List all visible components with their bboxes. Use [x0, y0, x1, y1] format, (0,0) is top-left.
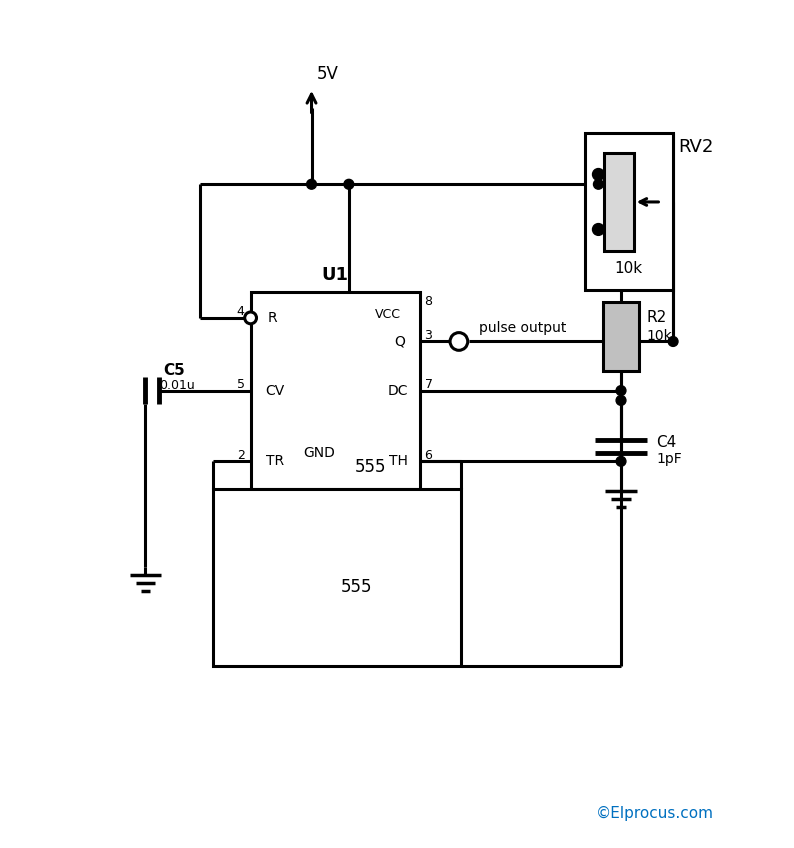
Text: TR: TR — [266, 455, 284, 468]
Text: ©Elprocus.com: ©Elprocus.com — [596, 806, 715, 821]
Bar — [214, 488, 461, 666]
Text: C4: C4 — [657, 435, 676, 450]
Text: R2: R2 — [646, 310, 667, 326]
Circle shape — [592, 169, 604, 181]
Text: 10k: 10k — [646, 328, 673, 343]
Text: CV: CV — [265, 383, 285, 398]
Text: TH: TH — [388, 455, 407, 468]
Text: VCC: VCC — [375, 309, 401, 321]
Bar — [604, 153, 634, 251]
Circle shape — [245, 312, 256, 324]
Text: GND: GND — [303, 447, 335, 460]
Text: 1: 1 — [327, 492, 335, 505]
Text: 7: 7 — [425, 378, 433, 391]
Text: 2: 2 — [237, 449, 245, 462]
Circle shape — [593, 180, 603, 189]
Text: R: R — [268, 311, 277, 325]
Circle shape — [669, 337, 678, 346]
Text: 10k: 10k — [615, 261, 643, 276]
Text: DC: DC — [387, 383, 408, 398]
Text: U1: U1 — [322, 265, 349, 284]
Text: 1pF: 1pF — [657, 452, 682, 466]
Bar — [251, 293, 419, 488]
Text: 0.01u: 0.01u — [160, 379, 195, 392]
Text: 5: 5 — [237, 378, 245, 391]
Text: Q: Q — [395, 334, 406, 349]
Circle shape — [616, 395, 626, 405]
Text: 555: 555 — [341, 578, 372, 596]
Circle shape — [344, 180, 354, 189]
Circle shape — [450, 332, 468, 350]
Text: C5: C5 — [163, 364, 185, 378]
Text: pulse output: pulse output — [479, 321, 566, 335]
Circle shape — [592, 224, 604, 236]
Bar — [603, 302, 638, 371]
Text: 3: 3 — [425, 329, 433, 342]
Text: 6: 6 — [425, 449, 433, 462]
Text: 555: 555 — [355, 458, 386, 477]
Text: RV2: RV2 — [678, 138, 713, 156]
Circle shape — [616, 386, 626, 395]
Circle shape — [306, 180, 317, 189]
Text: 8: 8 — [425, 295, 433, 308]
Text: 4: 4 — [237, 305, 245, 319]
Text: 5V: 5V — [317, 65, 338, 83]
Bar — [584, 133, 673, 290]
Circle shape — [616, 456, 626, 466]
